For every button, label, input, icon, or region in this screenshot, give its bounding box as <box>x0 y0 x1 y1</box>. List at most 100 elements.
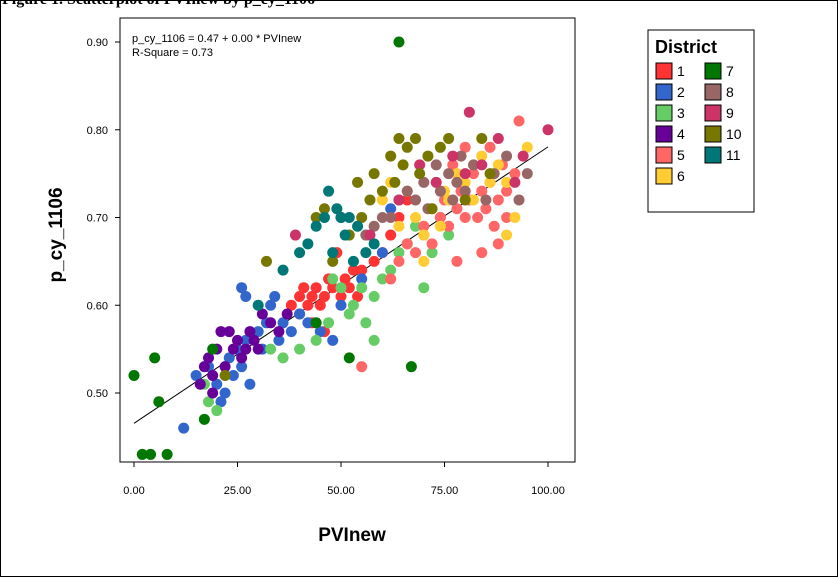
data-point-district-11 <box>335 212 347 223</box>
data-point-district-5 <box>385 273 397 285</box>
data-point-district-3 <box>360 317 372 329</box>
x-tick-label: 100.00 <box>531 485 565 497</box>
data-point-district-8 <box>443 168 455 180</box>
data-point-district-1 <box>314 299 326 311</box>
data-point-district-10 <box>219 369 231 381</box>
data-point-district-8 <box>480 194 492 206</box>
legend-label-9: 9 <box>726 105 734 121</box>
r-square-annotation: R-Square = 0.73 <box>132 47 213 59</box>
data-point-district-5 <box>356 361 368 373</box>
data-point-district-9 <box>447 150 459 162</box>
data-point-district-4 <box>265 317 277 329</box>
data-point-district-4 <box>227 343 239 355</box>
data-point-district-1 <box>393 212 405 223</box>
data-point-district-6 <box>501 229 513 241</box>
data-point-district-10 <box>393 133 405 145</box>
y-axis-title: p_cy_1106 <box>46 187 67 282</box>
data-point-district-10 <box>397 159 409 171</box>
data-point-district-1 <box>335 290 347 302</box>
data-point-district-1 <box>368 255 380 267</box>
data-point-district-3 <box>335 282 347 294</box>
data-point-district-8 <box>451 176 463 188</box>
data-point-district-6 <box>393 220 405 232</box>
data-point-district-3 <box>368 290 380 302</box>
data-point-district-7 <box>310 317 322 329</box>
data-point-district-9 <box>364 229 376 241</box>
data-point-district-7 <box>128 369 140 381</box>
data-point-district-6 <box>451 168 463 180</box>
data-point-district-10 <box>310 212 322 223</box>
data-point-district-5 <box>492 238 504 250</box>
data-point-district-2 <box>314 326 326 338</box>
data-point-district-2 <box>376 247 388 259</box>
data-point-district-4 <box>281 308 293 320</box>
data-point-district-8 <box>447 194 459 206</box>
data-point-district-11 <box>277 264 289 276</box>
data-point-district-10 <box>410 133 422 145</box>
data-point-district-11 <box>347 255 359 267</box>
data-point-district-7 <box>405 361 417 373</box>
data-point-district-4 <box>203 352 215 364</box>
data-point-district-6 <box>459 176 471 188</box>
data-point-district-10 <box>364 194 376 206</box>
legend-swatch-5 <box>655 146 673 164</box>
data-point-district-1 <box>356 264 368 276</box>
data-point-district-7 <box>161 448 173 460</box>
data-point-district-4 <box>248 334 260 346</box>
x-tick-label: 50.00 <box>327 485 355 497</box>
data-point-district-7 <box>145 448 157 460</box>
data-point-district-6 <box>418 255 430 267</box>
data-point-district-10 <box>385 150 397 162</box>
data-point-district-2 <box>327 334 339 346</box>
data-point-district-11 <box>352 220 364 232</box>
data-point-district-2 <box>252 326 264 338</box>
data-point-district-5 <box>451 255 463 267</box>
data-point-district-3 <box>277 352 289 364</box>
legend-swatch-9 <box>704 104 722 122</box>
legend-swatch-3 <box>655 104 673 122</box>
data-point-district-2 <box>219 387 231 399</box>
data-point-district-5 <box>476 247 488 259</box>
data-point-district-4 <box>198 361 210 373</box>
data-point-district-7 <box>198 413 210 425</box>
legend-swatch-1 <box>655 62 673 80</box>
data-point-district-3 <box>294 343 306 355</box>
data-point-district-11 <box>302 238 314 250</box>
data-point-district-9 <box>459 168 471 180</box>
data-point-district-9 <box>492 133 504 145</box>
data-point-district-3 <box>393 247 405 259</box>
legend-swatch-7 <box>704 62 722 80</box>
data-point-district-1 <box>339 273 351 285</box>
data-point-district-5 <box>393 255 405 267</box>
legend-label-4: 4 <box>677 126 685 142</box>
data-point-district-6 <box>501 176 513 188</box>
data-point-district-10 <box>327 255 339 267</box>
data-point-district-8 <box>418 176 430 188</box>
data-point-district-4 <box>252 343 264 355</box>
data-point-district-1 <box>310 282 322 294</box>
y-tick-label: 0.50 <box>87 388 108 400</box>
data-point-district-1 <box>294 290 306 302</box>
data-point-district-2 <box>385 203 397 215</box>
data-point-district-8 <box>376 212 388 223</box>
data-point-district-6 <box>521 141 533 153</box>
data-point-district-11 <box>252 299 264 311</box>
data-point-district-11 <box>294 247 306 259</box>
data-point-district-4 <box>244 326 256 338</box>
legend-swatch-11 <box>704 146 722 164</box>
legend-label-7: 7 <box>726 63 734 79</box>
data-point-district-11 <box>339 229 351 241</box>
data-point-district-5 <box>476 185 488 197</box>
figure-heading: Figure 1. Scatterplot of PVInew by p_cy_… <box>2 0 315 9</box>
data-point-district-3 <box>368 334 380 346</box>
data-point-district-5 <box>480 203 492 215</box>
data-point-district-2 <box>211 378 223 390</box>
legend-items: 1 2 3 4 5 6 7 8 9 10 11 <box>655 62 742 185</box>
data-point-district-5 <box>513 115 525 127</box>
data-point-district-4 <box>215 326 227 338</box>
data-point-district-1 <box>327 282 339 294</box>
data-point-district-2 <box>227 369 239 381</box>
legend-swatch-6 <box>655 167 673 185</box>
data-point-district-6 <box>484 176 496 188</box>
